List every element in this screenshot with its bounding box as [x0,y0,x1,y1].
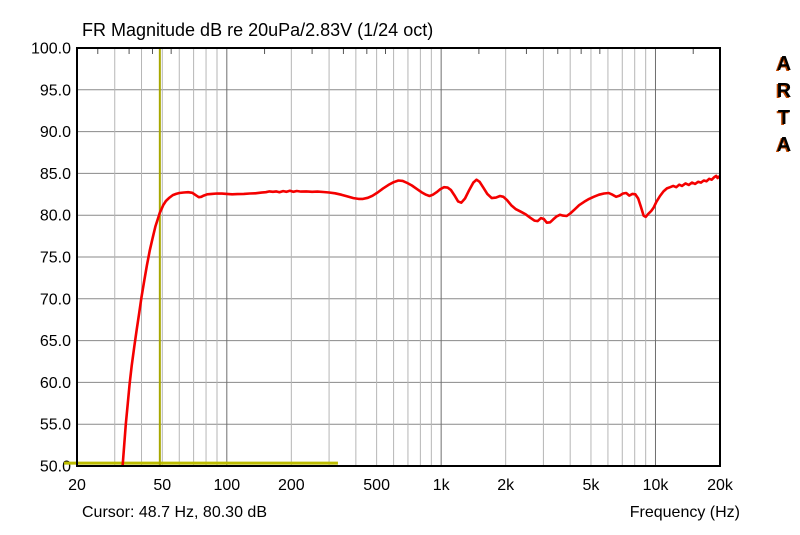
arta-letter-shadow: A [775,135,789,157]
x-tick-label: 20 [68,477,86,494]
cursor-and-marker-overlays [64,48,338,466]
x-tick-label: 100 [213,477,240,494]
arta-letter: A [777,134,791,156]
y-tick-label: 95.0 [40,82,71,99]
arta-letter: T [778,107,790,129]
y-axis-labels: 100.0 95.0 90.0 85.0 80.0 75.0 70.0 65.0 60.0 55.… [31,41,71,476]
x-tick-label: 20k [707,477,734,494]
y-tick-label: 80.0 [40,208,71,225]
y-tick-label: 50.0 [40,459,71,476]
plot-border [76,47,721,467]
x-tick-label: 1k [433,477,451,494]
x-tick-label: 2k [497,477,515,494]
fr-curve [121,174,720,466]
cursor-readout: Cursor: 48.7 Hz, 80.30 dB [82,504,267,521]
y-tick-label: 85.0 [40,166,71,183]
x-tick-label: 500 [363,477,390,494]
chart-title: FR Magnitude dB re 20uPa/2.83V (1/24 oct… [82,20,433,40]
y-tick-label: 55.0 [40,417,71,434]
y-tick-label: 100.0 [31,41,71,58]
arta-letter: A [777,53,791,75]
y-tick-label: 75.0 [40,250,71,267]
arta-letter-shadow: A [775,54,789,76]
arta-letter: R [777,80,792,102]
x-tick-label: 5k [583,477,601,494]
arta-letter-shadow: T [776,108,788,130]
x-tick-label: 50 [153,477,171,494]
x-axis-title: Frequency (Hz) [630,504,740,521]
y-tick-label: 70.0 [40,291,71,308]
gridlines [77,48,720,466]
y-tick-label: 65.0 [40,333,71,350]
x-tick-label: 200 [278,477,305,494]
arta-letter-shadow: R [775,81,790,103]
response-curve-layer [121,174,720,466]
x-tick-label: 10k [643,477,670,494]
y-tick-label: 60.0 [40,375,71,392]
y-tick-label: 90.0 [40,124,71,141]
x-axis-labels: 20 50 100 200 500 1k 2k 5k 10k 20k [68,477,734,494]
arta-logo: A R T A A R T A [775,53,791,157]
